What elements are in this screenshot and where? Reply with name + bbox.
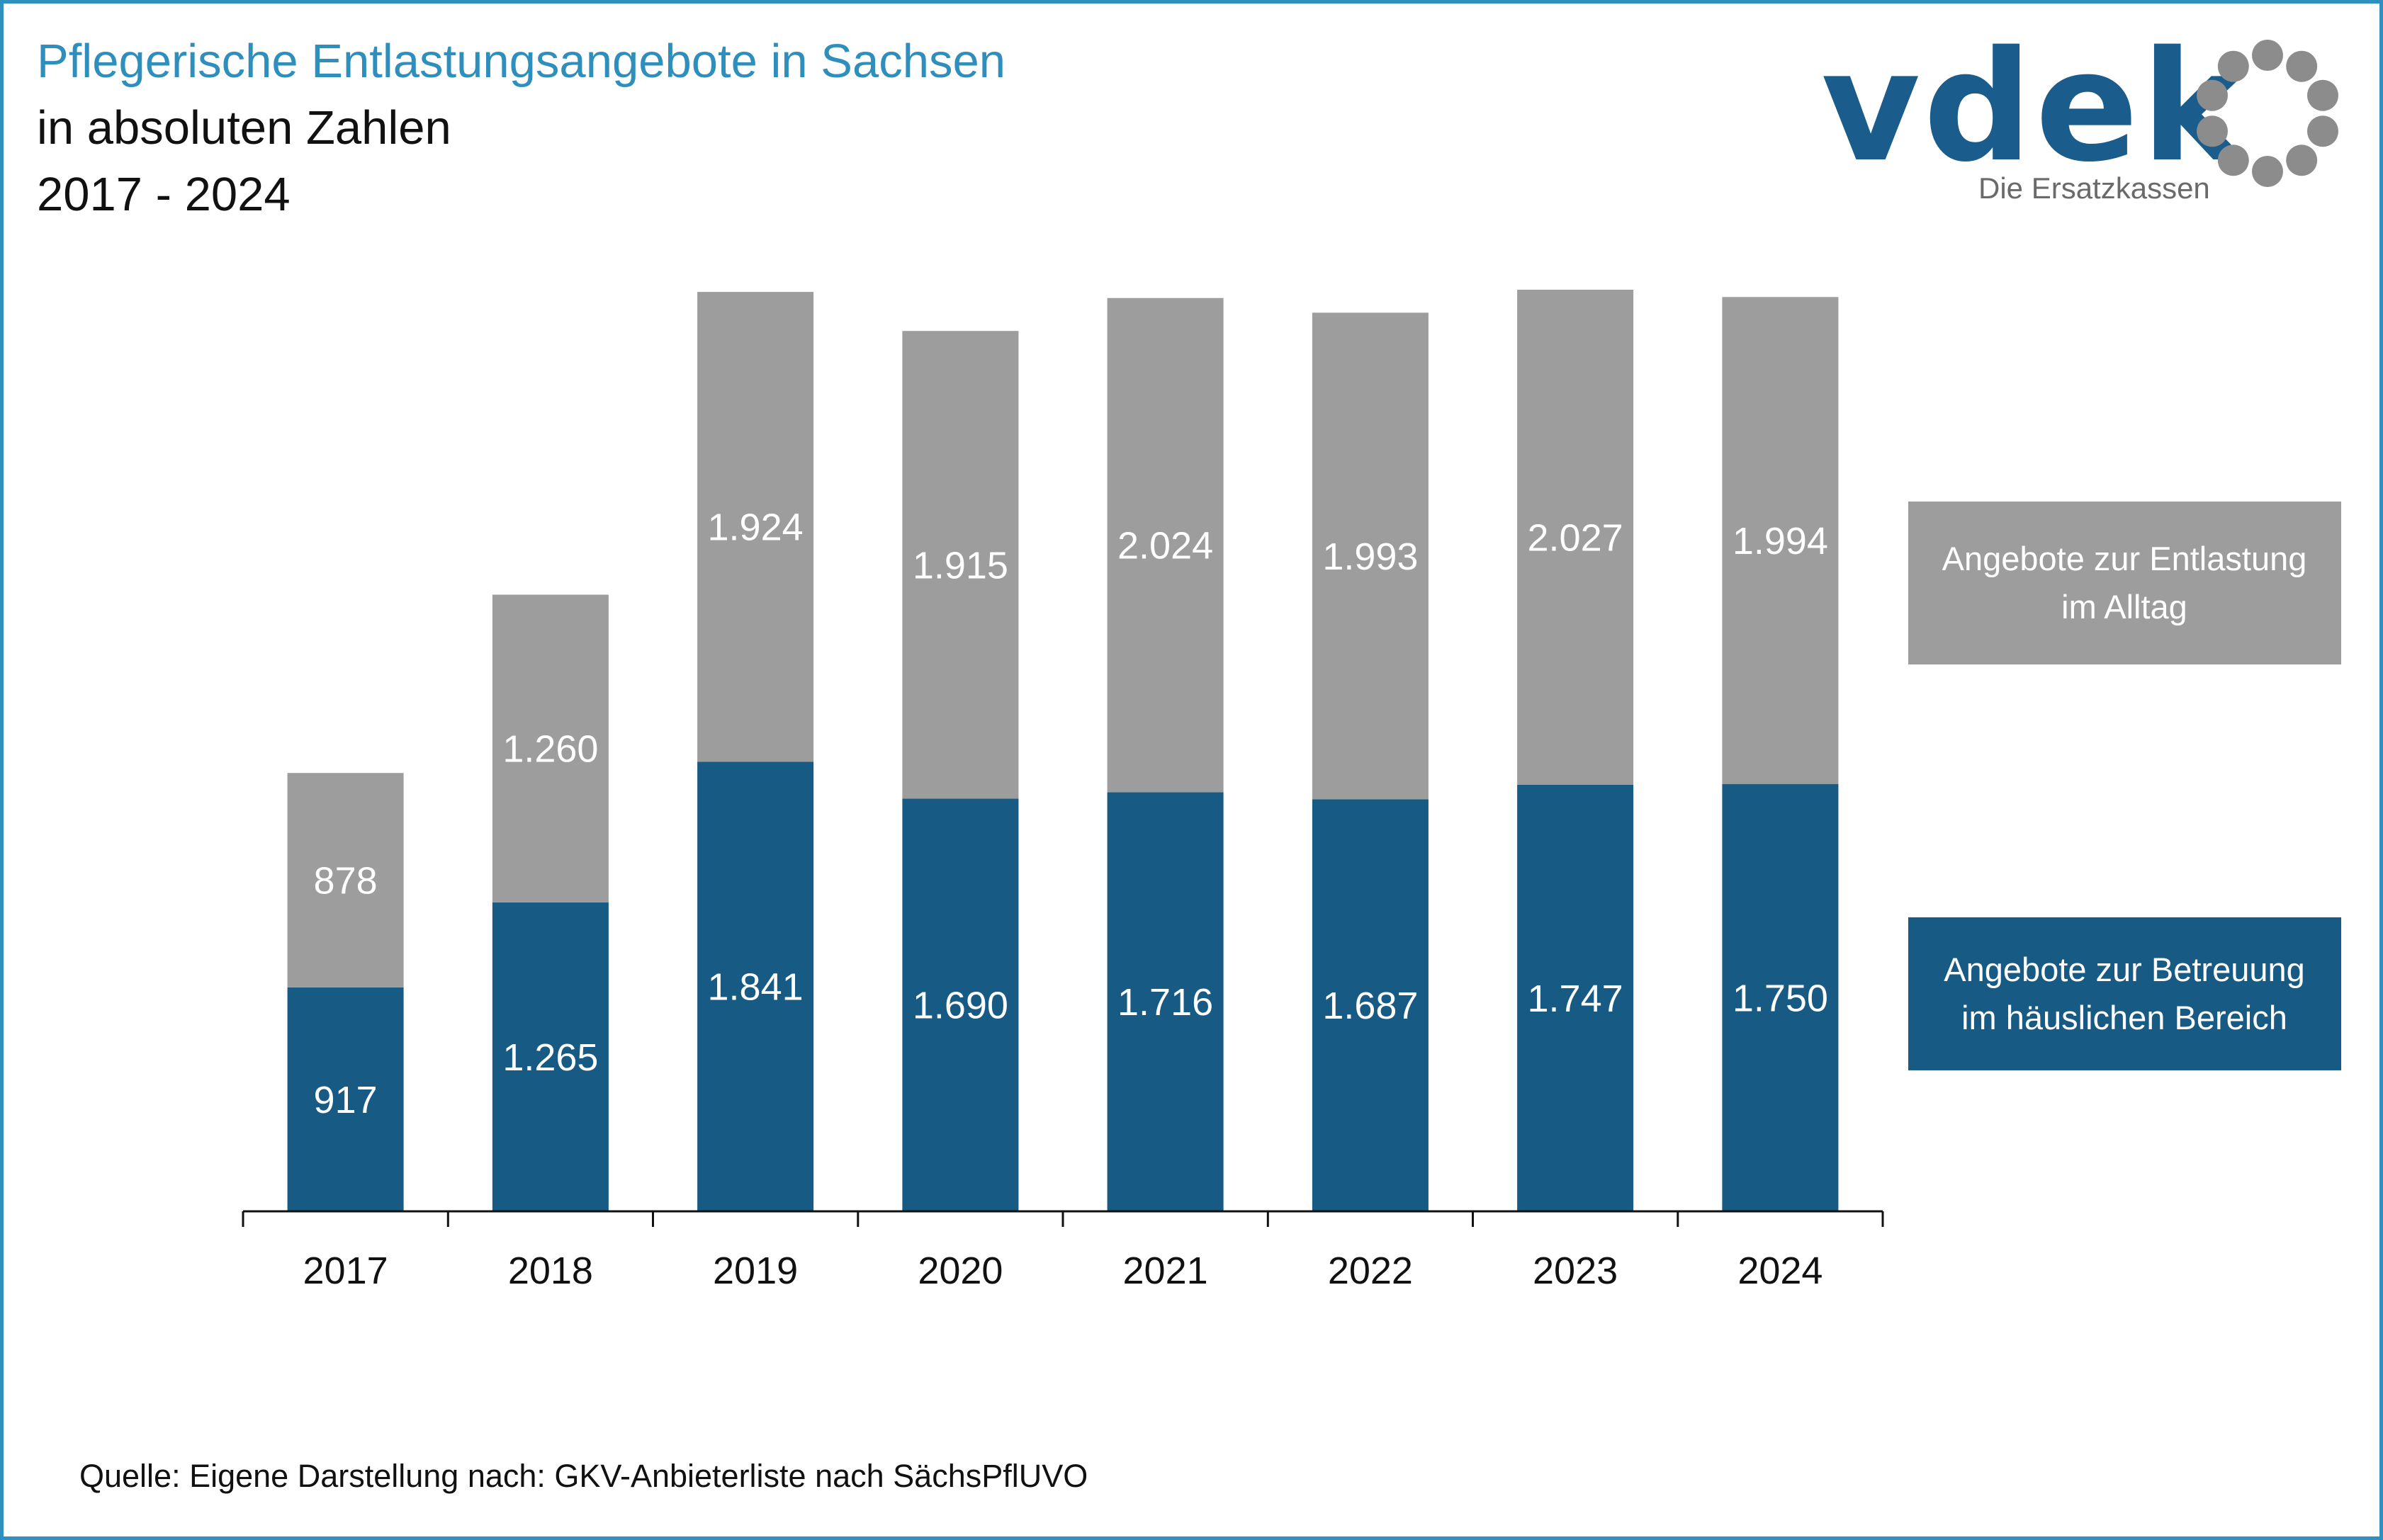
logo-tagline: Die Ersatzkassen — [1978, 171, 2210, 205]
x-tick-label: 2018 — [508, 1250, 593, 1292]
source-note: Quelle: Eigene Darstellung nach: GKV-Anb… — [79, 1458, 1088, 1494]
bar-data-label: 1.687 — [1322, 985, 1418, 1027]
bar-betreuung — [287, 987, 404, 1211]
bar-data-label: 1.993 — [1322, 536, 1418, 578]
logo-dot — [2217, 50, 2249, 82]
bars-group: 917 878 1.265 1.260 1.841 1.924 1.690 1.915 1.71… — [287, 290, 1839, 1211]
bar-betreuung — [697, 761, 814, 1211]
logo-dot — [2197, 115, 2228, 147]
bar-data-label: 1.265 — [502, 1036, 598, 1079]
bar-data-label: 1.747 — [1528, 978, 1623, 1020]
bar-betreuung — [1722, 783, 1839, 1211]
bar-data-label: 1.716 — [1117, 981, 1213, 1024]
x-tick-label: 2019 — [713, 1250, 798, 1292]
circle-of-dots-icon — [2197, 40, 2338, 187]
x-tick-label: 2023 — [1533, 1250, 1618, 1292]
bar-alltag — [1517, 290, 1634, 785]
bar-alltag — [697, 292, 814, 762]
legend-label: im Alltag — [2061, 588, 2187, 625]
bar-data-label: 878 — [314, 860, 378, 902]
bar-data-label: 1.260 — [502, 728, 598, 771]
x-tick-label: 2022 — [1328, 1250, 1413, 1292]
logo-dot — [2307, 79, 2338, 111]
bar-alltag — [902, 331, 1019, 799]
logo-dot — [2286, 50, 2318, 82]
legend-swatch — [1908, 502, 2341, 664]
title-block: Pflegerische Entlastungsangebote in Sach… — [37, 28, 1005, 228]
logo-dot — [2286, 145, 2318, 176]
bar-data-label: 1.915 — [913, 544, 1008, 587]
bar-betreuung — [902, 798, 1019, 1211]
bar-data-label: 2.027 — [1528, 516, 1623, 559]
logo-dot — [2252, 156, 2283, 187]
chart-period: 2017 - 2024 — [37, 168, 291, 221]
bar-data-label: 1.841 — [708, 966, 804, 1009]
bar-alltag — [1722, 297, 1839, 784]
logo-wordmark: vdek — [1821, 28, 2246, 196]
logo-dot — [2252, 40, 2283, 71]
bar-alltag — [1312, 312, 1429, 800]
x-tick-label: 2021 — [1123, 1250, 1208, 1292]
bar-betreuung — [1517, 784, 1634, 1211]
logo-dot — [2307, 115, 2338, 147]
legend-label: Angebote zur Betreuung — [1944, 951, 2305, 988]
x-tick-label: 2024 — [1737, 1250, 1823, 1292]
legend: Angebote zur Entlastung im Alltag Angebote… — [1908, 502, 2341, 1070]
bar-data-label: 917 — [314, 1079, 378, 1121]
vdek-logo: vdek Die Ersatzkassen — [1821, 28, 2338, 205]
chart-title: Pflegerische Entlastungsangebote in Sach… — [37, 35, 1005, 88]
legend-swatch — [1908, 917, 2341, 1070]
chart-subtitle: in absoluten Zahlen — [37, 101, 451, 154]
bar-data-label: 1.994 — [1733, 520, 1828, 562]
legend-label: im häuslichen Bereich — [1961, 999, 2287, 1036]
logo-dot — [2197, 79, 2228, 111]
bar-betreuung — [1312, 799, 1429, 1211]
bar-data-label: 2.024 — [1117, 525, 1213, 567]
bar-betreuung — [492, 902, 609, 1211]
x-tick-label: 2017 — [303, 1250, 388, 1292]
x-tick-label: 2020 — [918, 1250, 1003, 1292]
logo-dot — [2217, 145, 2249, 176]
bar-data-label: 1.750 — [1733, 977, 1828, 1019]
bar-alltag — [492, 594, 609, 902]
x-axis: 2017 2018 2019 2020 2021 2022 2023 2024 — [242, 1210, 1884, 1292]
bar-alltag — [1107, 298, 1224, 793]
bar-data-label: 1.924 — [708, 506, 804, 549]
bar-data-label: 1.690 — [913, 985, 1008, 1027]
bar-alltag — [287, 773, 404, 987]
legend-label: Angebote zur Entlastung — [1942, 540, 2307, 577]
bar-betreuung — [1107, 792, 1224, 1211]
